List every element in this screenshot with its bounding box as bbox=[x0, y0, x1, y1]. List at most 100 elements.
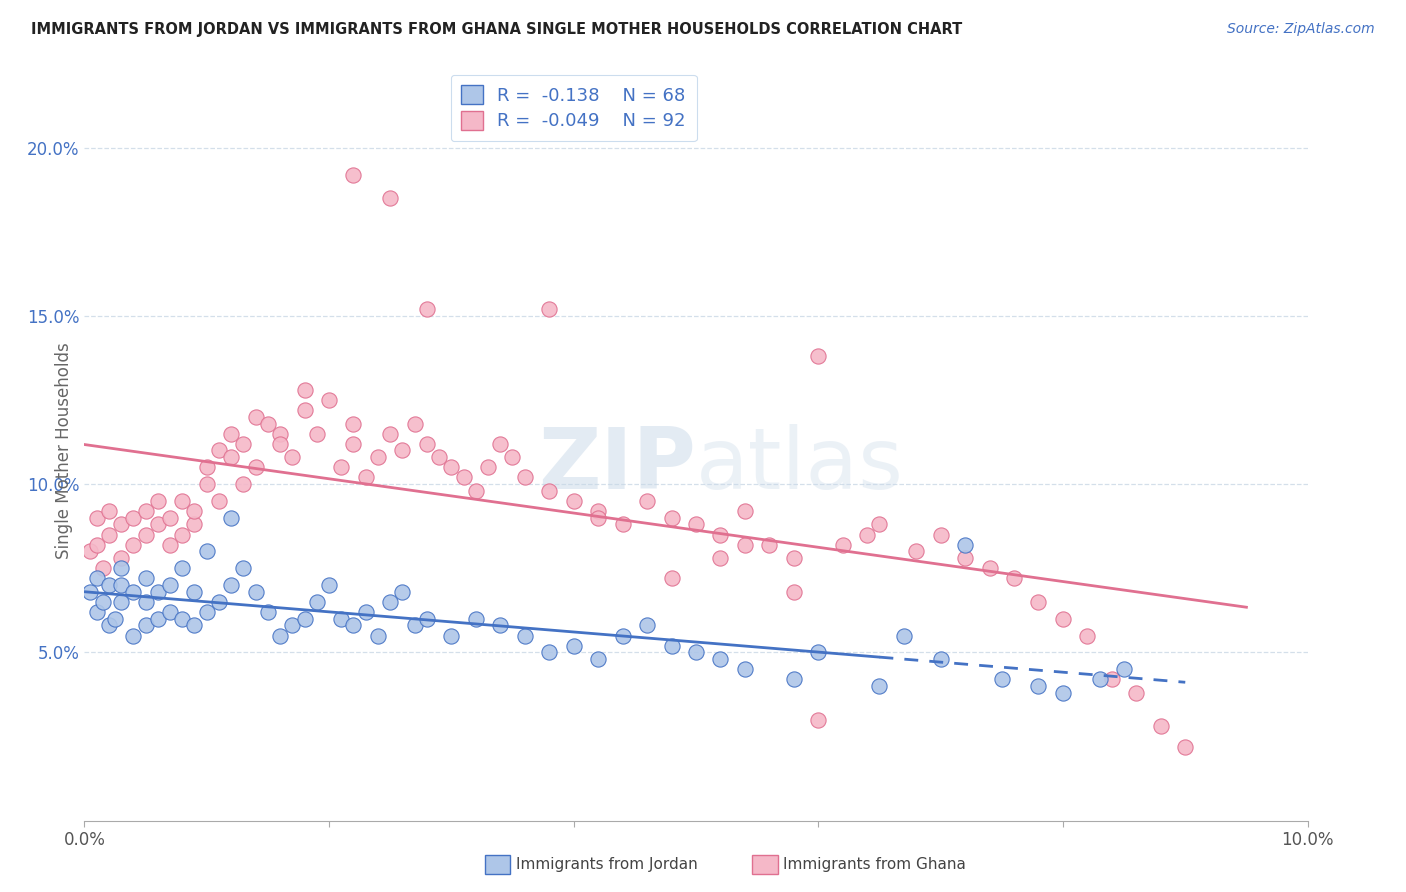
Point bbox=[464, 483, 486, 498]
Point bbox=[380, 595, 402, 609]
Point bbox=[294, 383, 316, 397]
Point bbox=[391, 584, 413, 599]
Point bbox=[159, 605, 181, 619]
Point bbox=[159, 578, 181, 592]
Point bbox=[734, 538, 756, 552]
Point bbox=[489, 618, 512, 632]
Point bbox=[232, 477, 254, 491]
Point bbox=[135, 618, 157, 632]
Point bbox=[146, 584, 169, 599]
Point bbox=[807, 645, 830, 659]
Point bbox=[305, 595, 328, 609]
Point bbox=[538, 302, 561, 317]
Point bbox=[219, 426, 242, 441]
Point bbox=[86, 538, 108, 552]
Point bbox=[208, 443, 231, 458]
Point bbox=[305, 426, 328, 441]
Point bbox=[538, 645, 561, 659]
Point bbox=[86, 571, 108, 585]
Point bbox=[257, 605, 280, 619]
Point bbox=[538, 483, 561, 498]
Point bbox=[734, 504, 756, 518]
Point bbox=[122, 584, 145, 599]
Point bbox=[172, 494, 194, 508]
Point bbox=[183, 504, 205, 518]
Point bbox=[929, 652, 952, 666]
Point bbox=[79, 584, 101, 599]
Point bbox=[122, 538, 145, 552]
Point bbox=[440, 628, 463, 642]
Point bbox=[135, 504, 157, 518]
Point bbox=[709, 652, 731, 666]
Point bbox=[734, 662, 756, 676]
Point bbox=[183, 618, 205, 632]
Point bbox=[586, 652, 609, 666]
Point bbox=[219, 450, 242, 465]
Point bbox=[477, 460, 499, 475]
Text: atlas: atlas bbox=[696, 424, 904, 507]
Point bbox=[342, 417, 364, 431]
Text: ZIP: ZIP bbox=[538, 424, 696, 507]
Point bbox=[318, 578, 340, 592]
Point bbox=[636, 618, 658, 632]
Point bbox=[612, 628, 634, 642]
Point bbox=[893, 628, 915, 642]
Point bbox=[208, 595, 231, 609]
Point bbox=[513, 470, 536, 484]
Point bbox=[586, 510, 609, 524]
Point bbox=[636, 494, 658, 508]
Point bbox=[453, 470, 475, 484]
Point bbox=[330, 460, 353, 475]
Text: Source: ZipAtlas.com: Source: ZipAtlas.com bbox=[1227, 22, 1375, 37]
Point bbox=[991, 673, 1014, 687]
Point bbox=[1002, 571, 1025, 585]
Point bbox=[953, 538, 976, 552]
Point bbox=[195, 544, 218, 558]
Point bbox=[367, 450, 389, 465]
Point bbox=[586, 504, 609, 518]
Point bbox=[1174, 739, 1197, 754]
Point bbox=[183, 584, 205, 599]
Point bbox=[159, 510, 181, 524]
Point bbox=[661, 571, 683, 585]
Point bbox=[440, 460, 463, 475]
Point bbox=[135, 571, 157, 585]
Point bbox=[195, 605, 218, 619]
Point bbox=[183, 517, 205, 532]
Point bbox=[1088, 673, 1111, 687]
Point bbox=[294, 612, 316, 626]
Point bbox=[1052, 612, 1074, 626]
Point bbox=[783, 584, 806, 599]
Point bbox=[86, 605, 108, 619]
Point bbox=[807, 713, 830, 727]
Point bbox=[709, 551, 731, 566]
Point bbox=[905, 544, 928, 558]
Point bbox=[281, 450, 304, 465]
Point bbox=[929, 527, 952, 541]
Point bbox=[245, 584, 267, 599]
Point bbox=[104, 612, 127, 626]
Point bbox=[97, 527, 120, 541]
Point bbox=[513, 628, 536, 642]
Point bbox=[172, 527, 194, 541]
Point bbox=[232, 561, 254, 575]
Point bbox=[318, 392, 340, 407]
Point bbox=[281, 618, 304, 632]
Point bbox=[367, 628, 389, 642]
Point bbox=[783, 551, 806, 566]
Point bbox=[79, 544, 101, 558]
Text: IMMIGRANTS FROM JORDAN VS IMMIGRANTS FROM GHANA SINGLE MOTHER HOUSEHOLDS CORRELA: IMMIGRANTS FROM JORDAN VS IMMIGRANTS FRO… bbox=[31, 22, 962, 37]
Point bbox=[294, 403, 316, 417]
Text: Immigrants from Ghana: Immigrants from Ghana bbox=[783, 857, 966, 871]
Point bbox=[110, 551, 132, 566]
Point bbox=[869, 679, 891, 693]
Point bbox=[1076, 628, 1098, 642]
Point bbox=[195, 460, 218, 475]
Point bbox=[1114, 662, 1136, 676]
Point bbox=[831, 538, 853, 552]
Point bbox=[416, 612, 439, 626]
Point bbox=[685, 517, 707, 532]
Point bbox=[269, 628, 291, 642]
Point bbox=[1125, 686, 1147, 700]
Point bbox=[953, 551, 976, 566]
